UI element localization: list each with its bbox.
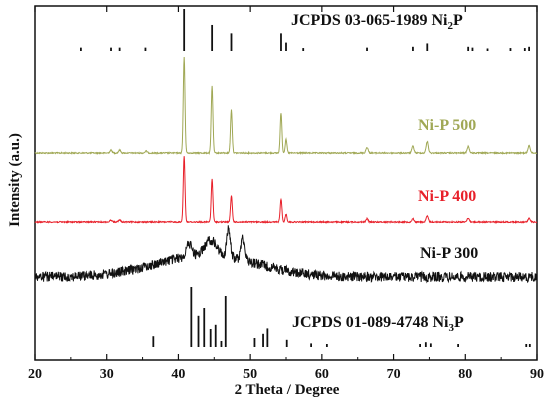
series-label-nip400: Ni-P 400 — [418, 188, 476, 205]
series-label-nip500: Ni-P 500 — [418, 117, 476, 134]
x-tick-label-60: 60 — [315, 367, 329, 382]
reference-label-ni3p: JCPDS 01-089-4748 Ni3P — [292, 314, 464, 334]
x-tick-label-80: 80 — [458, 367, 472, 382]
y-axis-label: Intensity (a.u.) — [7, 133, 23, 227]
reference-label-ni2p: JCPDS 03-065-1989 Ni2P — [291, 12, 463, 32]
series-line-ni-p-500 — [34, 57, 538, 156]
x-axis-label: 2 Theta / Degree — [235, 382, 340, 398]
series-line-ni-p-300 — [34, 225, 538, 284]
x-tick-label-20: 20 — [28, 367, 42, 382]
x-tick-label-90: 90 — [530, 367, 544, 382]
plot-frame — [34, 5, 538, 361]
series-line-ni-p-400 — [34, 156, 538, 225]
plot-area: 20 30 40 50 60 70 80 90 — [28, 5, 544, 382]
x-tick-label-70: 70 — [387, 367, 401, 382]
x-tick-label-40: 40 — [171, 367, 185, 382]
x-tick-label-30: 30 — [100, 367, 114, 382]
series-label-nip300: Ni-P 300 — [420, 245, 478, 262]
x-tick-label-50: 50 — [243, 367, 257, 382]
